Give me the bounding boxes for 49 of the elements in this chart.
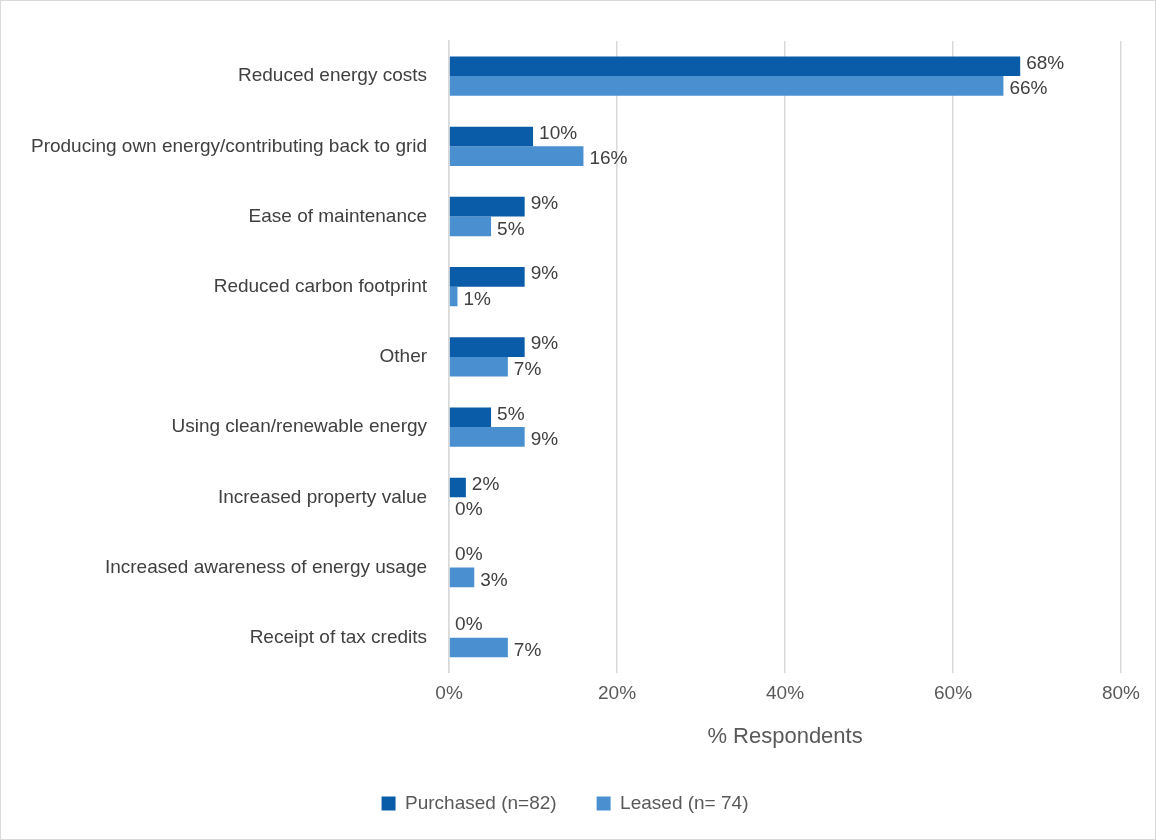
y-tick-label: Increased property value bbox=[217, 485, 428, 507]
bar bbox=[449, 337, 525, 357]
bar bbox=[449, 637, 508, 658]
data-label: 9% bbox=[530, 428, 559, 450]
data-label: 68% bbox=[1026, 51, 1065, 73]
y-tick-label: Other bbox=[379, 345, 428, 367]
data-label: 5% bbox=[497, 402, 525, 424]
x-tick-label: 0% bbox=[435, 682, 463, 704]
data-label: 9% bbox=[530, 262, 559, 284]
data-label: 0% bbox=[455, 542, 483, 564]
bar bbox=[449, 427, 525, 447]
data-label: 7% bbox=[513, 638, 542, 660]
bar bbox=[449, 196, 525, 217]
bar bbox=[449, 356, 508, 377]
bar bbox=[449, 477, 466, 498]
data-label: 9% bbox=[530, 332, 559, 354]
data-label: 1% bbox=[463, 287, 492, 309]
bar bbox=[449, 216, 492, 237]
bar bbox=[449, 126, 534, 147]
bar bbox=[449, 146, 584, 166]
data-label: 66% bbox=[1009, 77, 1048, 99]
y-tick-label: Ease of maintenance bbox=[248, 204, 428, 226]
x-tick-label: 40% bbox=[766, 682, 805, 704]
x-axis-title: % Respondents bbox=[707, 722, 863, 748]
y-tick-label: Reduced carbon footprint bbox=[213, 274, 428, 296]
x-tick-label: 80% bbox=[1101, 682, 1141, 704]
legend-label: Leased (n= 74) bbox=[620, 791, 749, 813]
bar bbox=[449, 76, 1004, 96]
data-label: 10% bbox=[539, 121, 578, 143]
data-label: 0% bbox=[455, 498, 483, 520]
bar bbox=[449, 567, 475, 588]
data-label: 2% bbox=[471, 472, 500, 494]
x-tick-label: 20% bbox=[598, 682, 637, 704]
y-tick-label: Increased awareness of energy usage bbox=[104, 555, 428, 577]
data-label: 5% bbox=[497, 217, 525, 239]
legend-label: Purchased (n=82) bbox=[405, 791, 557, 813]
data-label: 0% bbox=[455, 613, 483, 635]
y-tick-label: Producing own energy/contributing back to grid bbox=[30, 134, 428, 156]
bar bbox=[449, 267, 525, 287]
y-tick-label: Reduced energy costs bbox=[238, 64, 428, 86]
data-label: 9% bbox=[530, 191, 559, 213]
data-label: 16% bbox=[589, 147, 628, 169]
bar bbox=[449, 407, 492, 428]
data-label: 3% bbox=[480, 568, 508, 590]
bar bbox=[449, 56, 1021, 77]
data-label: 7% bbox=[513, 357, 542, 379]
x-tick-label: 60% bbox=[934, 682, 973, 704]
y-tick-label: Receipt of tax credits bbox=[249, 625, 428, 647]
y-tick-label: Using clean/renewable energy bbox=[171, 415, 428, 437]
